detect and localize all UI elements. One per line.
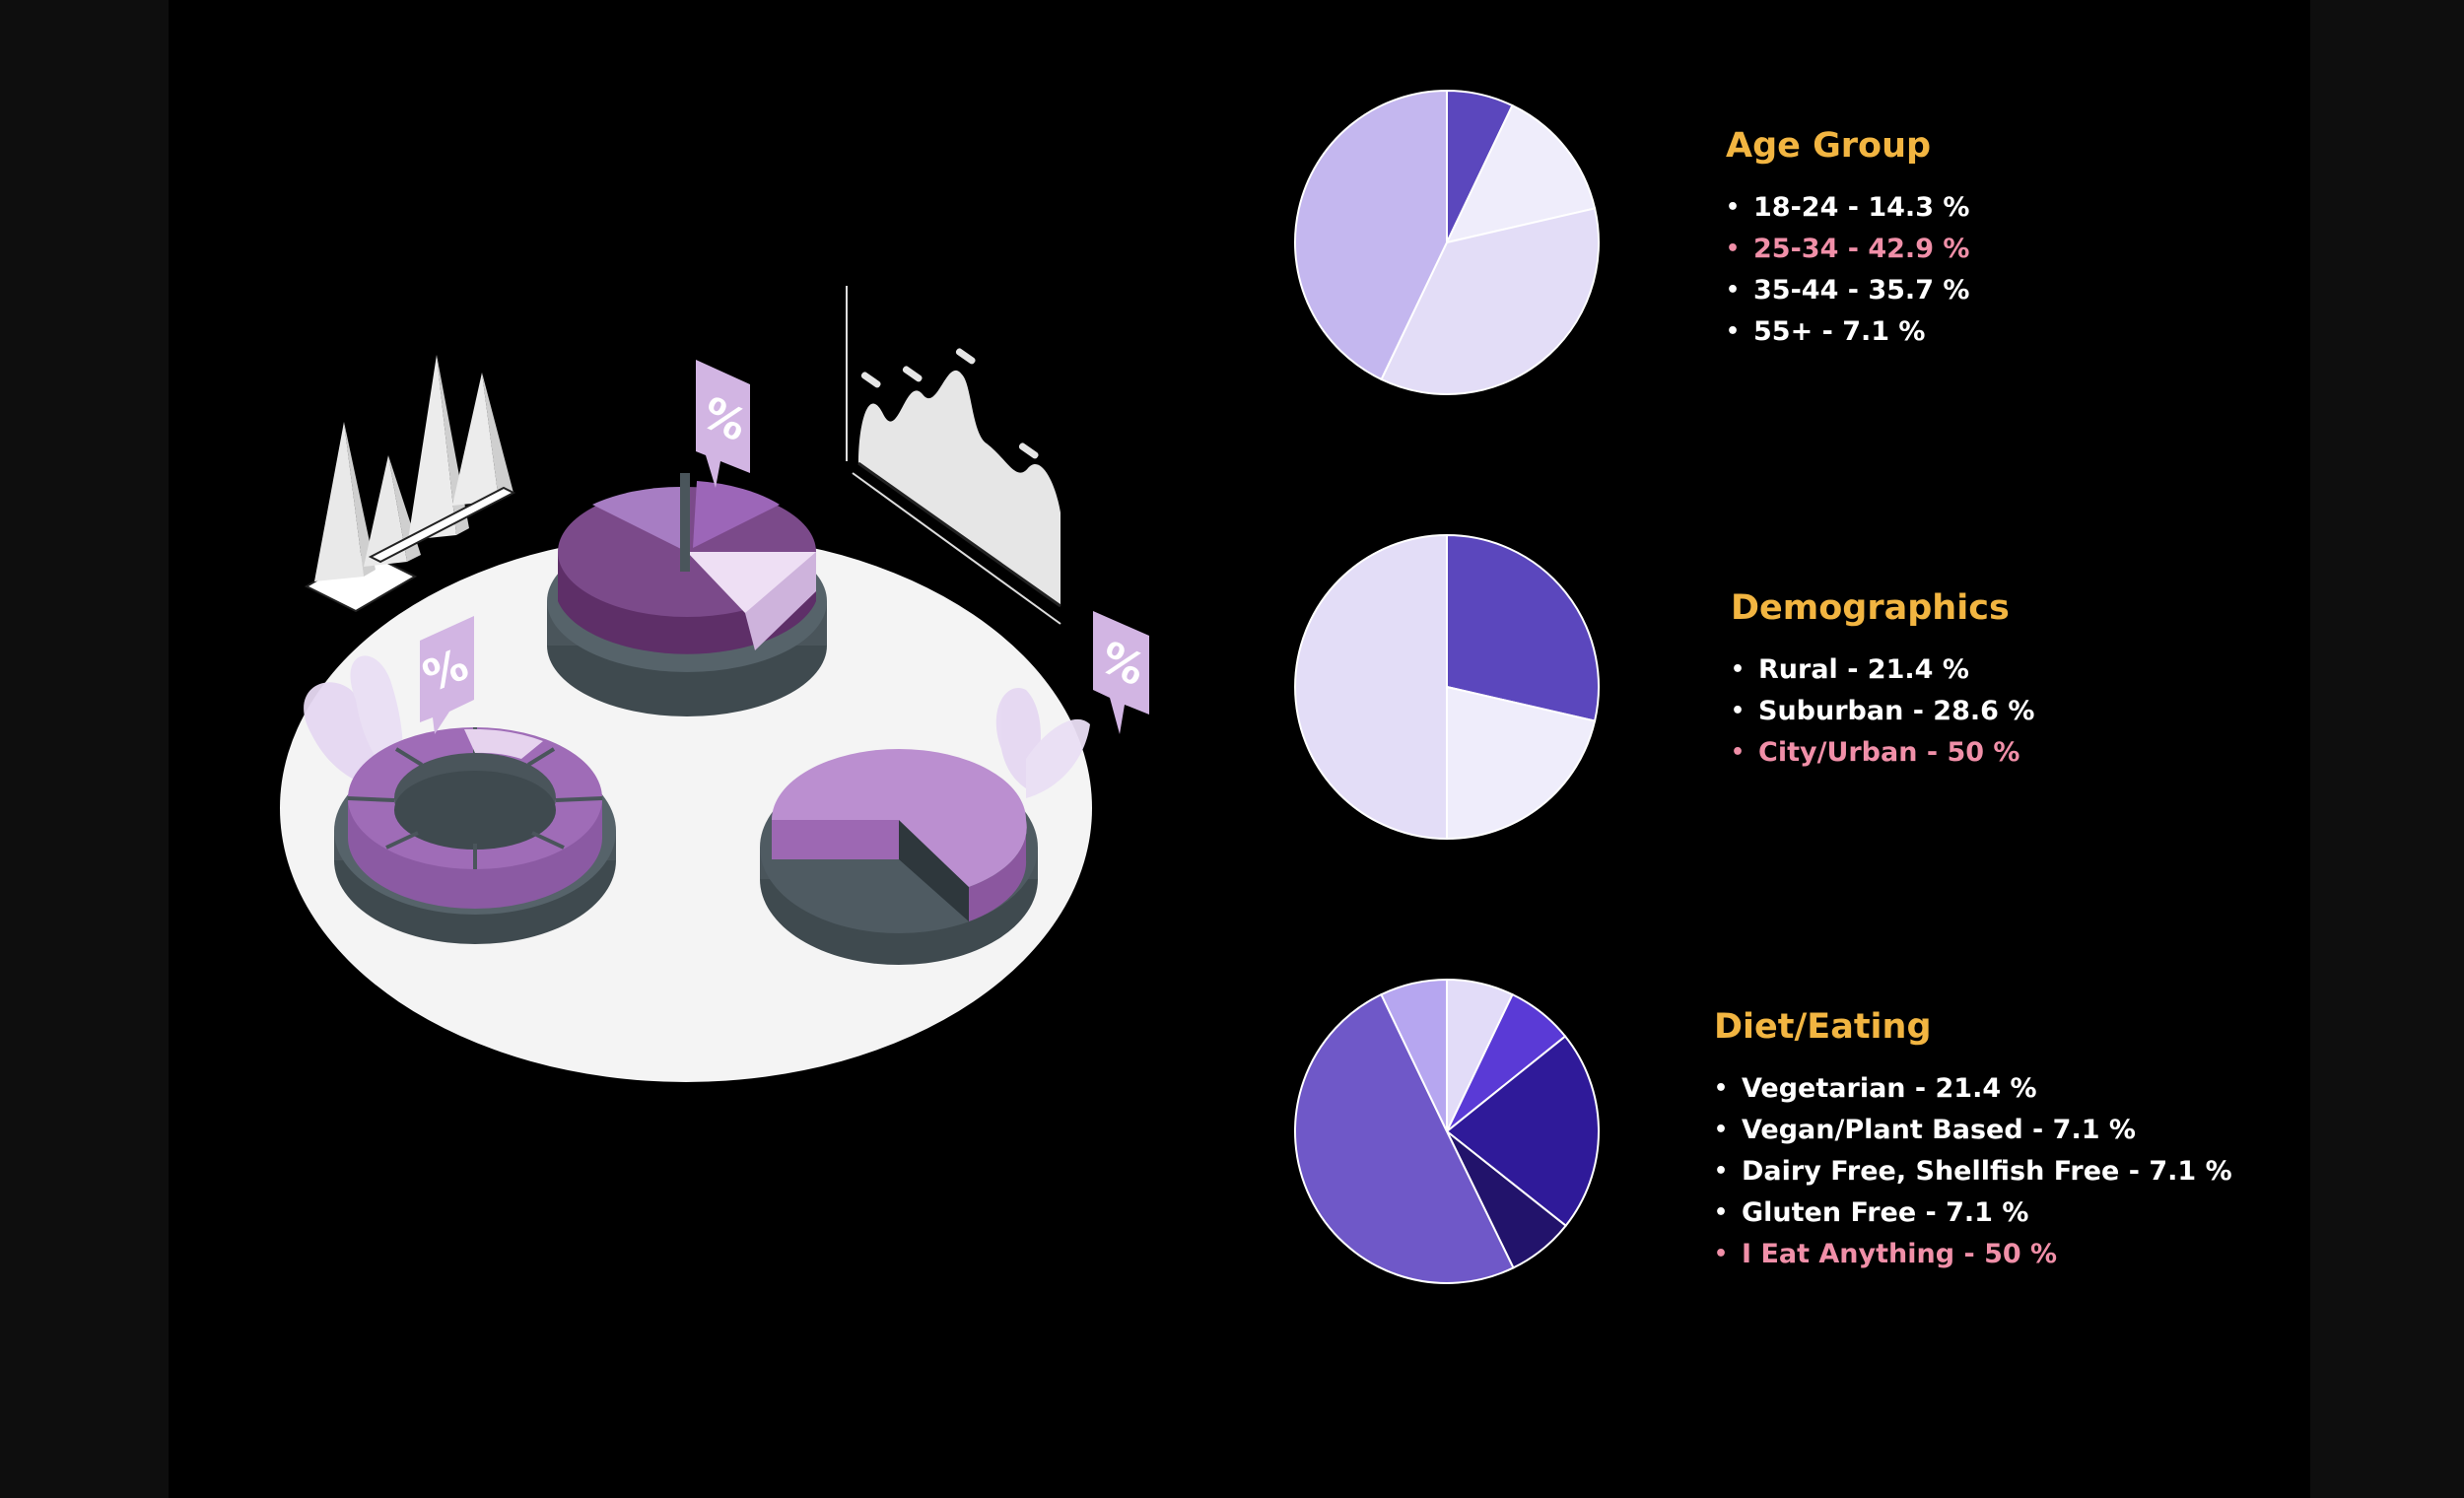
legend-item: • Suburban - 28.6 %: [1731, 691, 2034, 732]
legend-label: 18-24 - 14.3 %: [1753, 192, 1970, 223]
bullet-icon: •: [1714, 1242, 1729, 1266]
pie-slice: [1446, 533, 1600, 722]
bullet-icon: •: [1726, 237, 1741, 261]
legend-item: • City/Urban - 50 %: [1731, 732, 2034, 774]
bullet-icon: •: [1726, 319, 1741, 344]
leaf-right-icon: [995, 688, 1090, 798]
demographics-legend-list: • Rural - 21.4 % • Suburban - 28.6 % • City/U…: [1731, 649, 2034, 774]
legend-item: • 35-44 - 35.7 %: [1726, 270, 1969, 311]
legend-item: • Vegan/Plant Based - 7.1 %: [1714, 1110, 2232, 1151]
legend-item: • 18-24 - 14.3 %: [1726, 187, 1969, 229]
legend-label: Dairy Free, Shellfish Free - 7.1 %: [1742, 1156, 2232, 1187]
infographic-canvas: % %: [169, 0, 2310, 1498]
pie-slice: [1445, 103, 1597, 244]
legend-item: • I Eat Anything - 50 %: [1714, 1234, 2232, 1275]
diet-eating-pie-chart: [1293, 978, 1600, 1285]
area-chart-panel-icon: [846, 286, 1061, 625]
legend-label: Rural - 21.4 %: [1758, 654, 1969, 685]
legend-label: Gluten Free - 7.1 %: [1742, 1197, 2029, 1228]
legend-label: 35-44 - 35.7 %: [1753, 275, 1970, 306]
legend-label: I Eat Anything - 50 %: [1742, 1239, 2058, 1269]
demographics-pie-chart: [1294, 533, 1600, 841]
bullet-icon: •: [1731, 699, 1745, 723]
pie-slice: [1446, 685, 1597, 841]
demographics-legend: Demographics • Rural - 21.4 % • Suburban - …: [1731, 588, 2034, 774]
pie-slice: [1380, 207, 1600, 395]
legend-label: 55+ - 7.1 %: [1753, 316, 1926, 347]
legend-item: • Vegetarian - 21.4 %: [1714, 1068, 2232, 1110]
legend-item: • Dairy Free, Shellfish Free - 7.1 %: [1714, 1151, 2232, 1192]
bullet-icon: •: [1714, 1200, 1729, 1225]
cone-chart-icon: [304, 355, 516, 613]
age-group-title: Age Group: [1726, 126, 1932, 166]
bullet-icon: •: [1714, 1076, 1729, 1101]
legend-item: • Gluten Free - 7.1 %: [1714, 1192, 2232, 1234]
bullet-icon: •: [1726, 195, 1741, 220]
bullet-icon: •: [1731, 740, 1745, 765]
pie-slice: [1294, 89, 1448, 381]
bullet-icon: •: [1714, 1159, 1729, 1184]
demographics-title: Demographics: [1731, 588, 2010, 628]
legend-item: • 25-34 - 42.9 %: [1726, 229, 1969, 270]
legend-label: City/Urban - 50 %: [1758, 737, 2020, 768]
isometric-charts-illustration-icon: % %: [280, 286, 1153, 1082]
diet-eating-legend-list: • Vegetarian - 21.4 % • Vegan/Plant Based -…: [1714, 1068, 2232, 1275]
legend-label: Vegan/Plant Based - 7.1 %: [1742, 1115, 2136, 1145]
isometric-donut-icon: %: [334, 616, 616, 944]
pie-slice: [1294, 533, 1448, 841]
diet-eating-title: Diet/Eating: [1714, 1007, 1932, 1047]
age-group-pie-chart: [1294, 89, 1600, 395]
legend-label: Vegetarian - 21.4 %: [1742, 1073, 2037, 1104]
diet-eating-legend: Diet/Eating • Vegetarian - 21.4 % • Vegan/P…: [1714, 1007, 2232, 1275]
bullet-icon: •: [1726, 278, 1741, 303]
legend-item: • Rural - 21.4 %: [1731, 649, 2034, 691]
pie-slice: [1293, 992, 1515, 1285]
bullet-icon: •: [1731, 657, 1745, 682]
legend-label: Suburban - 28.6 %: [1758, 696, 2035, 726]
pie-slice: [1380, 978, 1448, 1132]
pie-slice: [1445, 1035, 1600, 1228]
isometric-pie-right-icon: %: [760, 611, 1153, 965]
isometric-pie-top-icon: %: [547, 360, 827, 716]
legend-item: • 55+ - 7.1 %: [1726, 311, 1969, 353]
legend-label: 25-34 - 42.9 %: [1753, 234, 1970, 264]
age-group-legend-list: • 18-24 - 14.3 % • 25-34 - 42.9 % • 35-44 - 3…: [1726, 187, 1969, 353]
age-group-legend: Age Group • 18-24 - 14.3 % • 25-34 - 42.9 %…: [1726, 126, 1969, 353]
bullet-icon: •: [1714, 1118, 1729, 1142]
